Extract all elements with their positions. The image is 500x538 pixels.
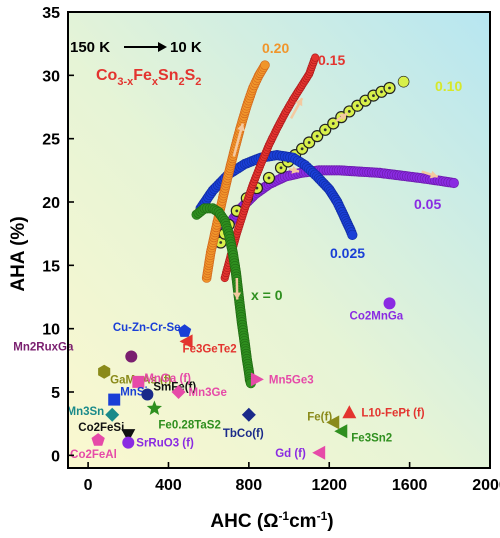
point-label: Fe(f) [307, 411, 332, 423]
series-label-0.20: 0.20 [262, 40, 289, 56]
point-label: Fe0.28TaS2 [158, 419, 220, 431]
marker-triangle [334, 424, 348, 439]
temp-arrow-head [158, 42, 167, 52]
arrow-0.15-head [295, 98, 303, 107]
series-point-core [388, 86, 391, 90]
marker-diamond [105, 407, 120, 422]
y-ticks: 0 5 10 15 20 25 30 35 [42, 5, 74, 465]
point-label: Gd (f) [275, 448, 306, 460]
x-tick-label: 800 [236, 477, 263, 494]
marker-square [132, 375, 145, 388]
series-point-core [323, 128, 327, 132]
marker-hexagon [98, 364, 111, 379]
series-point-core [235, 209, 239, 213]
series-label-0.15: 0.15 [318, 52, 345, 68]
series-label-0.10: 0.10 [435, 78, 462, 94]
plot-background [68, 12, 490, 468]
marker-triangle [121, 429, 136, 443]
marker-triangle [179, 334, 193, 349]
point-label: L10-FePt (f) [361, 407, 424, 419]
marker-circle [125, 350, 138, 363]
series-point-core [255, 186, 259, 190]
series-point-core [307, 141, 311, 144]
arrow-0.10-head [339, 113, 348, 121]
x-tick-label: 1600 [392, 477, 428, 494]
marker-pentagon [177, 324, 192, 337]
series-label-0.05: 0.05 [414, 196, 441, 212]
y-tick-label: 0 [51, 448, 60, 465]
y-tick-label: 10 [42, 322, 60, 339]
marker-circle [122, 436, 135, 449]
marker-circle [383, 297, 396, 310]
points-layer: Cu-Zn-Cr-SeFe3GeTe2Mn2RuxGaGaMnAs (f)MnG… [13, 297, 425, 461]
series-point-core [315, 134, 319, 138]
series-label-0.025: 0.025 [330, 245, 365, 261]
point-label: TbCo(f) [223, 428, 264, 440]
marker-triangle [342, 405, 357, 419]
series-point [448, 177, 459, 189]
point-label: SrRuO3 (f) [136, 438, 194, 450]
arrow-0.05-head [429, 170, 438, 179]
series-label-x0: x = 0 [251, 287, 283, 303]
series-point-core [331, 122, 335, 125]
y-tick-label: 30 [42, 68, 60, 85]
y-tick-label: 15 [42, 258, 60, 275]
series-point [347, 229, 358, 241]
arrow-0-head [233, 292, 242, 300]
y-tick-label: 25 [42, 132, 60, 149]
series-point-core [372, 94, 375, 97]
series-point-core [219, 241, 223, 244]
marker-pentagon [91, 433, 105, 446]
x-tick-label: 400 [155, 477, 182, 494]
series-point-core [279, 166, 283, 170]
temperature-annotation: 150 K 10 K [70, 39, 202, 56]
marker-diamond [241, 407, 256, 422]
marker-diamond [171, 385, 186, 399]
marker-square [108, 393, 121, 406]
y-tick-label: 20 [42, 195, 60, 212]
point-label: Cu-Zn-Cr-Se [113, 322, 181, 334]
point-label: MnSi [120, 387, 147, 399]
x-axis-label: AHC (Ω-1cm-1) [210, 509, 333, 532]
series-point [260, 60, 270, 70]
point-label: Mn2RuxGa [13, 342, 74, 354]
y-axis-label: AHA (%) [8, 216, 29, 291]
point-label: Co2FeSi [78, 422, 124, 434]
series-point-core [300, 147, 304, 151]
point-label: MnGa (f) [144, 373, 191, 385]
series-point-core [364, 99, 367, 103]
series-point [311, 53, 320, 62]
marker-triangle [312, 445, 326, 460]
plot-frame [67, 11, 491, 469]
marker-triangle [326, 415, 340, 430]
point-label: Mn5Ge3 [269, 374, 314, 386]
series-point-core [380, 90, 383, 94]
arrow-0.025-head [291, 166, 300, 174]
arrow-0.20-head [237, 123, 245, 132]
x-tick-label: 0 [84, 477, 93, 494]
temp-start-label: 150 K [70, 39, 110, 56]
point-label: Fe3Sn2 [351, 432, 392, 444]
point-label: Co2FeAl [70, 449, 117, 461]
series-point-core [355, 104, 359, 108]
point-label: Mn3Sn [67, 406, 105, 418]
series-point-core [267, 176, 271, 180]
temp-end-label: 10 K [170, 39, 202, 56]
marker-circle [141, 388, 154, 401]
point-label: Fe3GeTe2 [183, 343, 237, 355]
point-label: SmFe(f) [153, 382, 196, 394]
point-label: Mn3Ge [189, 387, 227, 399]
y-tick-label: 5 [51, 385, 60, 402]
arrows-layer [232, 97, 439, 300]
x-tick-label: 1200 [311, 477, 347, 494]
marker-triangle [250, 372, 264, 387]
series-point-core [347, 110, 351, 113]
series-point [397, 75, 410, 88]
marker-star [146, 400, 163, 415]
y-tick-label: 35 [42, 5, 60, 22]
point-label: Co2MnGa [350, 310, 404, 322]
